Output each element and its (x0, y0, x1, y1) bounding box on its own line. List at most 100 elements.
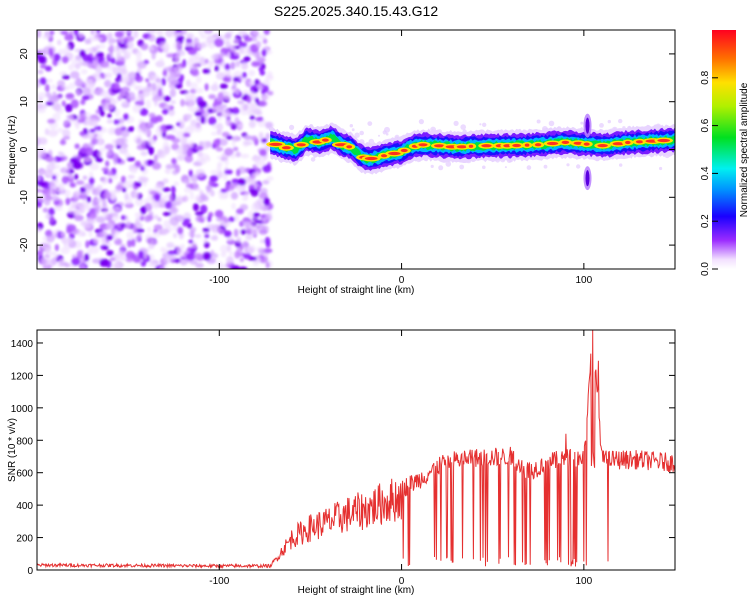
noise-blob (192, 203, 199, 212)
ridge-hotspots (266, 137, 673, 162)
noise-blob (229, 61, 238, 69)
noise-blob (258, 131, 264, 140)
noise-blob (163, 220, 172, 229)
noise-blob (160, 246, 166, 253)
noise-blob (206, 35, 216, 44)
faint-dot (430, 164, 434, 168)
faint-dot (548, 120, 555, 127)
noise-blob (200, 193, 207, 201)
noise-blob (139, 176, 149, 183)
noise-blob (116, 52, 122, 60)
noise-blob (80, 220, 90, 226)
noise-blob (45, 259, 54, 269)
noise-blob (204, 58, 209, 64)
noise-blob (83, 156, 93, 163)
noise-blob (37, 181, 47, 187)
hotspot-red (418, 143, 428, 147)
noise-blob (78, 32, 85, 39)
noise-blob (95, 157, 103, 163)
y-tick-label: -20 (19, 237, 30, 252)
faint-dot (460, 124, 467, 130)
noise-blob (141, 139, 147, 145)
noise-blob (251, 35, 258, 42)
noise-blob (217, 92, 224, 101)
noise-blob (38, 137, 48, 145)
x-tick-label: -100 (209, 576, 229, 587)
noise-blob (106, 250, 114, 256)
noise-blob (214, 105, 225, 114)
noise-blob (160, 230, 169, 236)
noise-blob (145, 99, 152, 109)
noise-blob (191, 69, 200, 77)
noise-blob (259, 187, 268, 195)
noise-blob (137, 232, 142, 239)
hotspot-red (597, 144, 608, 148)
noise-blob (241, 62, 248, 70)
noise-blob (180, 99, 185, 107)
noise-blob (247, 245, 256, 253)
noise-blob (125, 50, 132, 57)
noise-blob (242, 220, 251, 227)
noise-blob (235, 89, 240, 95)
noise-blob (78, 60, 84, 67)
noise-blob (44, 84, 50, 93)
noise-blob (154, 193, 161, 202)
noise-blob (68, 64, 75, 71)
hotspot-red (434, 144, 445, 148)
y-tick-label: 1000 (11, 404, 34, 415)
noise-blob (76, 154, 82, 161)
noise-blob (37, 108, 46, 114)
noise-blob (51, 188, 56, 196)
noise-blob (191, 63, 200, 69)
noise-blob (184, 194, 189, 202)
faint-dot (310, 157, 316, 162)
noise-blob (187, 102, 195, 112)
noise-blob (114, 31, 123, 38)
noise-blob (49, 95, 59, 104)
noise-blob (94, 73, 103, 82)
noise-blob (44, 156, 55, 162)
noise-blob (214, 209, 224, 218)
noise-blob (195, 145, 204, 151)
noise-blob (99, 110, 105, 117)
noise-blob (257, 34, 267, 40)
noise-blob (210, 170, 220, 175)
noise-blob (75, 180, 85, 185)
colorbar-ticks: 0.0 0.2 0.4 0.6 0.8 (700, 70, 718, 276)
noise-blob (47, 118, 56, 124)
noise-blob (92, 36, 103, 42)
noise-blob (212, 106, 217, 112)
transient-upper-core (585, 117, 590, 134)
noise-blob (234, 213, 240, 223)
colorbar-tick-label: 0.8 (700, 70, 711, 84)
noise-blob (76, 89, 81, 97)
chart-title: S225.2025.340.15.43.G12 (274, 3, 438, 19)
noise-blob (70, 200, 79, 208)
noise-blob (183, 187, 193, 194)
noise-blob (105, 160, 110, 167)
noise-blob (102, 191, 112, 200)
noise-blob (215, 72, 225, 80)
noise-blob (168, 84, 175, 90)
noise-blob (224, 32, 232, 39)
noise-blob (183, 132, 191, 138)
noise-blob (68, 82, 76, 90)
noise-blob (162, 69, 168, 77)
noise-blob (265, 213, 272, 221)
noise-blob (167, 254, 177, 260)
snr-frame (36, 329, 676, 571)
noise-blob (218, 171, 223, 178)
noise-blob (123, 224, 133, 229)
hotspot-red (456, 145, 468, 149)
noise-blob (230, 46, 236, 51)
noise-blob (155, 30, 163, 36)
noise-blob (251, 61, 261, 67)
noise-blob (255, 117, 263, 122)
faint-dot (359, 130, 365, 136)
noise-blob (51, 195, 60, 202)
noise-blob (189, 259, 198, 265)
noise-blob (258, 100, 268, 107)
noise-blob (261, 138, 268, 144)
noise-blob (127, 174, 135, 179)
noise-blob (158, 266, 169, 269)
